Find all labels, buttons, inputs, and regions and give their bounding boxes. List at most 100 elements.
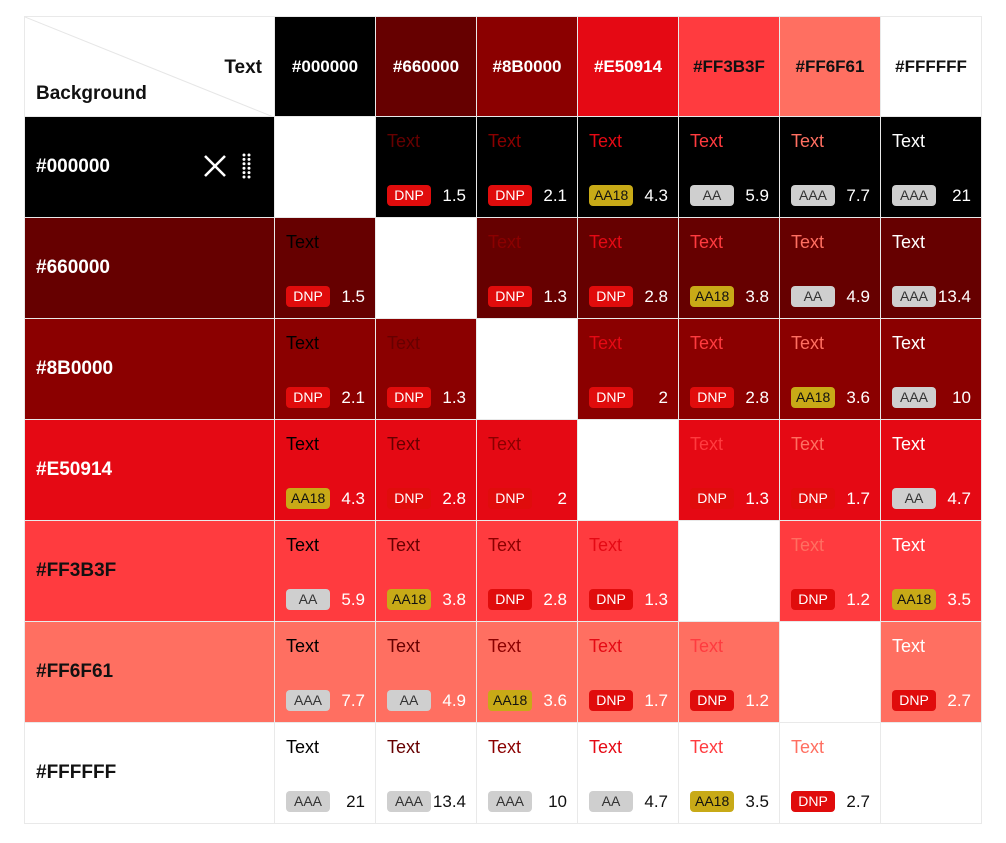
contrast-cell-8b0000-ffffff[interactable]: Text AAA 10: [881, 319, 982, 420]
contrast-cell-8b0000-ff6f61[interactable]: Text AA18 3.6: [780, 319, 881, 420]
contrast-cell-000000-8b0000[interactable]: Text DNP 2.1: [477, 117, 578, 218]
contrast-ratio: 4.3: [644, 186, 668, 205]
compliance-badge: DNP: [791, 791, 835, 812]
diagonal-empty-cell: [881, 723, 982, 824]
diagonal-empty-cell: [275, 117, 376, 218]
close-icon[interactable]: [202, 153, 228, 179]
text-sample: Text: [387, 333, 421, 353]
contrast-cell-ffffff-ff3b3f[interactable]: Text AA18 3.5: [679, 723, 780, 824]
text-sample: Text: [791, 535, 825, 555]
row-header-ffffff[interactable]: #FFFFFF: [24, 723, 275, 824]
contrast-cell-ffffff-660000[interactable]: Text AAA 13.4: [376, 723, 477, 824]
row-header-660000[interactable]: #660000: [24, 218, 275, 319]
contrast-cell-8b0000-000000[interactable]: Text DNP 2.1: [275, 319, 376, 420]
column-header-000000[interactable]: #000000: [275, 16, 376, 117]
contrast-cell-000000-ff6f61[interactable]: Text AAA 7.7: [780, 117, 881, 218]
contrast-ratio: 4.9: [846, 287, 870, 306]
contrast-cell-e50914-660000[interactable]: Text DNP 2.8: [376, 420, 477, 521]
compliance-badge: DNP: [387, 185, 431, 206]
drag-handle-icon[interactable]: [242, 153, 254, 179]
contrast-cell-660000-000000[interactable]: Text DNP 1.5: [275, 218, 376, 319]
compliance-badge: DNP: [791, 589, 835, 610]
text-sample: Text: [488, 434, 522, 454]
contrast-cell-000000-ff3b3f[interactable]: Text AA 5.9: [679, 117, 780, 218]
text-sample: Text: [286, 535, 320, 555]
contrast-cell-660000-ff6f61[interactable]: Text AA 4.9: [780, 218, 881, 319]
contrast-cell-ff6f61-660000[interactable]: Text AA 4.9: [376, 622, 477, 723]
column-header-660000[interactable]: #660000: [376, 16, 477, 117]
text-sample: Text: [387, 535, 421, 555]
row-header-000000[interactable]: #000000: [24, 117, 275, 218]
contrast-cell-660000-e50914[interactable]: Text DNP 2.8: [578, 218, 679, 319]
contrast-cell-8b0000-e50914[interactable]: Text DNP 2: [578, 319, 679, 420]
contrast-cell-ff3b3f-ffffff[interactable]: Text AA18 3.5: [881, 521, 982, 622]
contrast-ratio: 3.6: [846, 388, 870, 407]
contrast-ratio: 2: [658, 388, 668, 407]
contrast-cell-8b0000-ff3b3f[interactable]: Text DNP 2.8: [679, 319, 780, 420]
contrast-cell-ff6f61-000000[interactable]: Text AAA 7.7: [275, 622, 376, 723]
column-header-e50914[interactable]: #E50914: [578, 16, 679, 117]
contrast-matrix: Text Background #000000 #660000 #8B0000 #E5…: [24, 16, 982, 824]
row-header-8b0000[interactable]: #8B0000: [24, 319, 275, 420]
contrast-ratio: 3.5: [745, 792, 769, 811]
contrast-cell-ff3b3f-ff6f61[interactable]: Text DNP 1.2: [780, 521, 881, 622]
compliance-badge: DNP: [690, 690, 734, 711]
contrast-cell-ff6f61-ff3b3f[interactable]: Text DNP 1.2: [679, 622, 780, 723]
contrast-cell-8b0000-660000[interactable]: Text DNP 1.3: [376, 319, 477, 420]
contrast-ratio: 1.5: [341, 287, 365, 306]
contrast-cell-660000-ffffff[interactable]: Text AAA 13.4: [881, 218, 982, 319]
contrast-cell-ff6f61-e50914[interactable]: Text DNP 1.7: [578, 622, 679, 723]
text-sample: Text: [387, 434, 421, 454]
text-sample: Text: [690, 333, 724, 353]
contrast-cell-ff6f61-8b0000[interactable]: Text AA18 3.6: [477, 622, 578, 723]
compliance-badge: DNP: [488, 286, 532, 307]
column-header-8b0000[interactable]: #8B0000: [477, 16, 578, 117]
text-sample: Text: [286, 636, 320, 656]
contrast-cell-000000-e50914[interactable]: Text AA18 4.3: [578, 117, 679, 218]
contrast-cell-ffffff-8b0000[interactable]: Text AAA 10: [477, 723, 578, 824]
compliance-badge: DNP: [589, 690, 633, 711]
contrast-cell-660000-8b0000[interactable]: Text DNP 1.3: [477, 218, 578, 319]
compliance-badge: DNP: [690, 488, 734, 509]
compliance-badge: AA: [387, 690, 431, 711]
compliance-badge: AAA: [892, 286, 936, 307]
row-header-ff6f61[interactable]: #FF6F61: [24, 622, 275, 723]
compliance-badge: AA: [589, 791, 633, 812]
text-sample: Text: [690, 636, 724, 656]
contrast-cell-660000-ff3b3f[interactable]: Text AA18 3.8: [679, 218, 780, 319]
contrast-cell-e50914-000000[interactable]: Text AA18 4.3: [275, 420, 376, 521]
column-header-ff6f61[interactable]: #FF6F61: [780, 16, 881, 117]
contrast-cell-ff6f61-ffffff[interactable]: Text DNP 2.7: [881, 622, 982, 723]
contrast-cell-ff3b3f-e50914[interactable]: Text DNP 1.3: [578, 521, 679, 622]
column-header-ff3b3f[interactable]: #FF3B3F: [679, 16, 780, 117]
contrast-cell-ff3b3f-660000[interactable]: Text AA18 3.8: [376, 521, 477, 622]
contrast-ratio: 2: [557, 489, 567, 508]
column-header-ffffff[interactable]: #FFFFFF: [881, 16, 982, 117]
contrast-ratio: 1.7: [846, 489, 870, 508]
row-header-e50914[interactable]: #E50914: [24, 420, 275, 521]
compliance-badge: AA: [286, 589, 330, 610]
contrast-cell-e50914-ff3b3f[interactable]: Text DNP 1.3: [679, 420, 780, 521]
compliance-badge: DNP: [488, 589, 532, 610]
contrast-ratio: 7.7: [341, 691, 365, 710]
contrast-cell-ff3b3f-000000[interactable]: Text AA 5.9: [275, 521, 376, 622]
row-header-ff3b3f[interactable]: #FF3B3F: [24, 521, 275, 622]
text-sample: Text: [286, 232, 320, 252]
contrast-cell-e50914-ff6f61[interactable]: Text DNP 1.7: [780, 420, 881, 521]
row-header-label: #E50914: [36, 459, 113, 480]
contrast-cell-e50914-8b0000[interactable]: Text DNP 2: [477, 420, 578, 521]
contrast-cell-000000-ffffff[interactable]: Text AAA 21: [881, 117, 982, 218]
contrast-cell-ffffff-e50914[interactable]: Text AA 4.7: [578, 723, 679, 824]
contrast-ratio: 7.7: [846, 186, 870, 205]
contrast-cell-ffffff-000000[interactable]: Text AAA 21: [275, 723, 376, 824]
contrast-cell-ffffff-ff6f61[interactable]: Text DNP 2.7: [780, 723, 881, 824]
text-sample: Text: [791, 333, 825, 353]
contrast-cell-ff3b3f-8b0000[interactable]: Text DNP 2.8: [477, 521, 578, 622]
compliance-badge: DNP: [892, 690, 936, 711]
contrast-cell-000000-660000[interactable]: Text DNP 1.5: [376, 117, 477, 218]
text-sample: Text: [488, 131, 522, 151]
contrast-cell-e50914-ffffff[interactable]: Text AA 4.7: [881, 420, 982, 521]
row-header-label: #FF6F61: [36, 661, 114, 682]
text-sample: Text: [690, 232, 724, 252]
compliance-badge: DNP: [387, 387, 431, 408]
